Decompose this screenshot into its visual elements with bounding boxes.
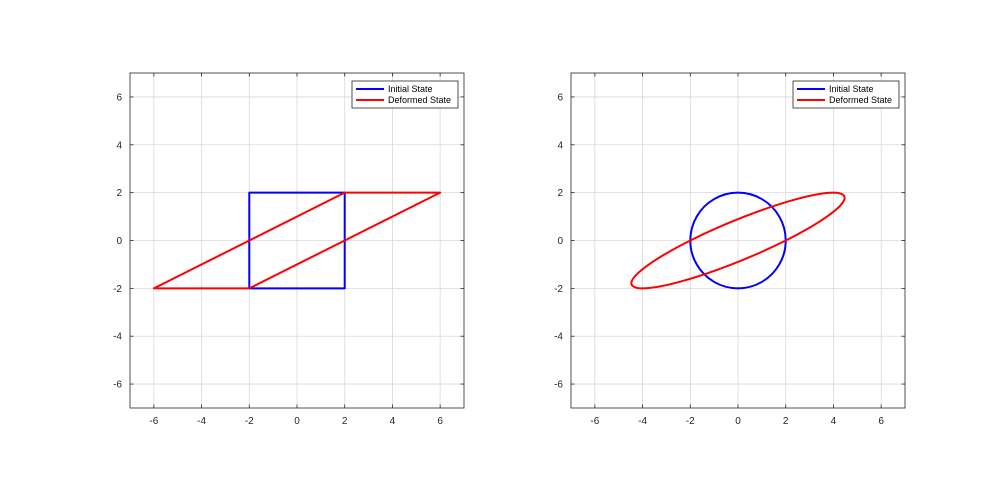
x-tick-label: 6 [878, 416, 884, 427]
legend-entry-label: Initial State [388, 84, 433, 94]
y-tick-label: 2 [116, 188, 122, 199]
left-plot-panel: -6 -4 -2 0 2 4 6 -6 -4 -2 0 2 4 6 Initial StateDeforme… [113, 72, 465, 427]
x-tick-label: -4 [638, 416, 647, 427]
y-tick-label: -6 [554, 380, 563, 391]
y-tick-label: 6 [116, 92, 122, 103]
y-tick-label: 4 [116, 140, 122, 151]
series-line-1 [630, 191, 846, 290]
x-tick-label: 4 [831, 416, 837, 427]
x-tick-label: -2 [245, 416, 254, 427]
y-tick-label: -4 [113, 332, 122, 343]
axes-box [129, 72, 465, 409]
x-tick-label: -4 [197, 416, 206, 427]
x-tick-label: 0 [735, 416, 741, 427]
x-tick-label: 0 [294, 416, 300, 427]
legend-entry-label: Deformed State [829, 95, 892, 105]
legend-entry-label: Deformed State [388, 95, 451, 105]
x-tick-label: 2 [342, 416, 348, 427]
legend-entry-label: Initial State [829, 84, 874, 94]
x-tick-label: 6 [437, 416, 443, 427]
y-tick-label: -2 [113, 284, 122, 295]
x-tick-label: 2 [783, 416, 789, 427]
y-tick-label: -6 [113, 380, 122, 391]
y-tick-label: 0 [557, 236, 563, 247]
y-tick-label: 6 [557, 92, 563, 103]
x-tick-label: -6 [149, 416, 158, 427]
x-tick-label: -6 [590, 416, 599, 427]
y-tick-label: -2 [554, 284, 563, 295]
y-tick-label: 2 [557, 188, 563, 199]
axes-box [570, 72, 906, 409]
x-tick-label: 4 [390, 416, 396, 427]
y-tick-label: 4 [557, 140, 563, 151]
series-line-1 [152, 191, 442, 290]
y-tick-label: -4 [554, 332, 563, 343]
y-tick-label: 0 [116, 236, 122, 247]
x-tick-label: -2 [686, 416, 695, 427]
right-plot-panel: -6 -4 -2 0 2 4 6 -6 -4 -2 0 2 4 6 Initial StateDeforme… [554, 72, 906, 427]
legend-box [792, 80, 900, 109]
legend-box [351, 80, 459, 109]
